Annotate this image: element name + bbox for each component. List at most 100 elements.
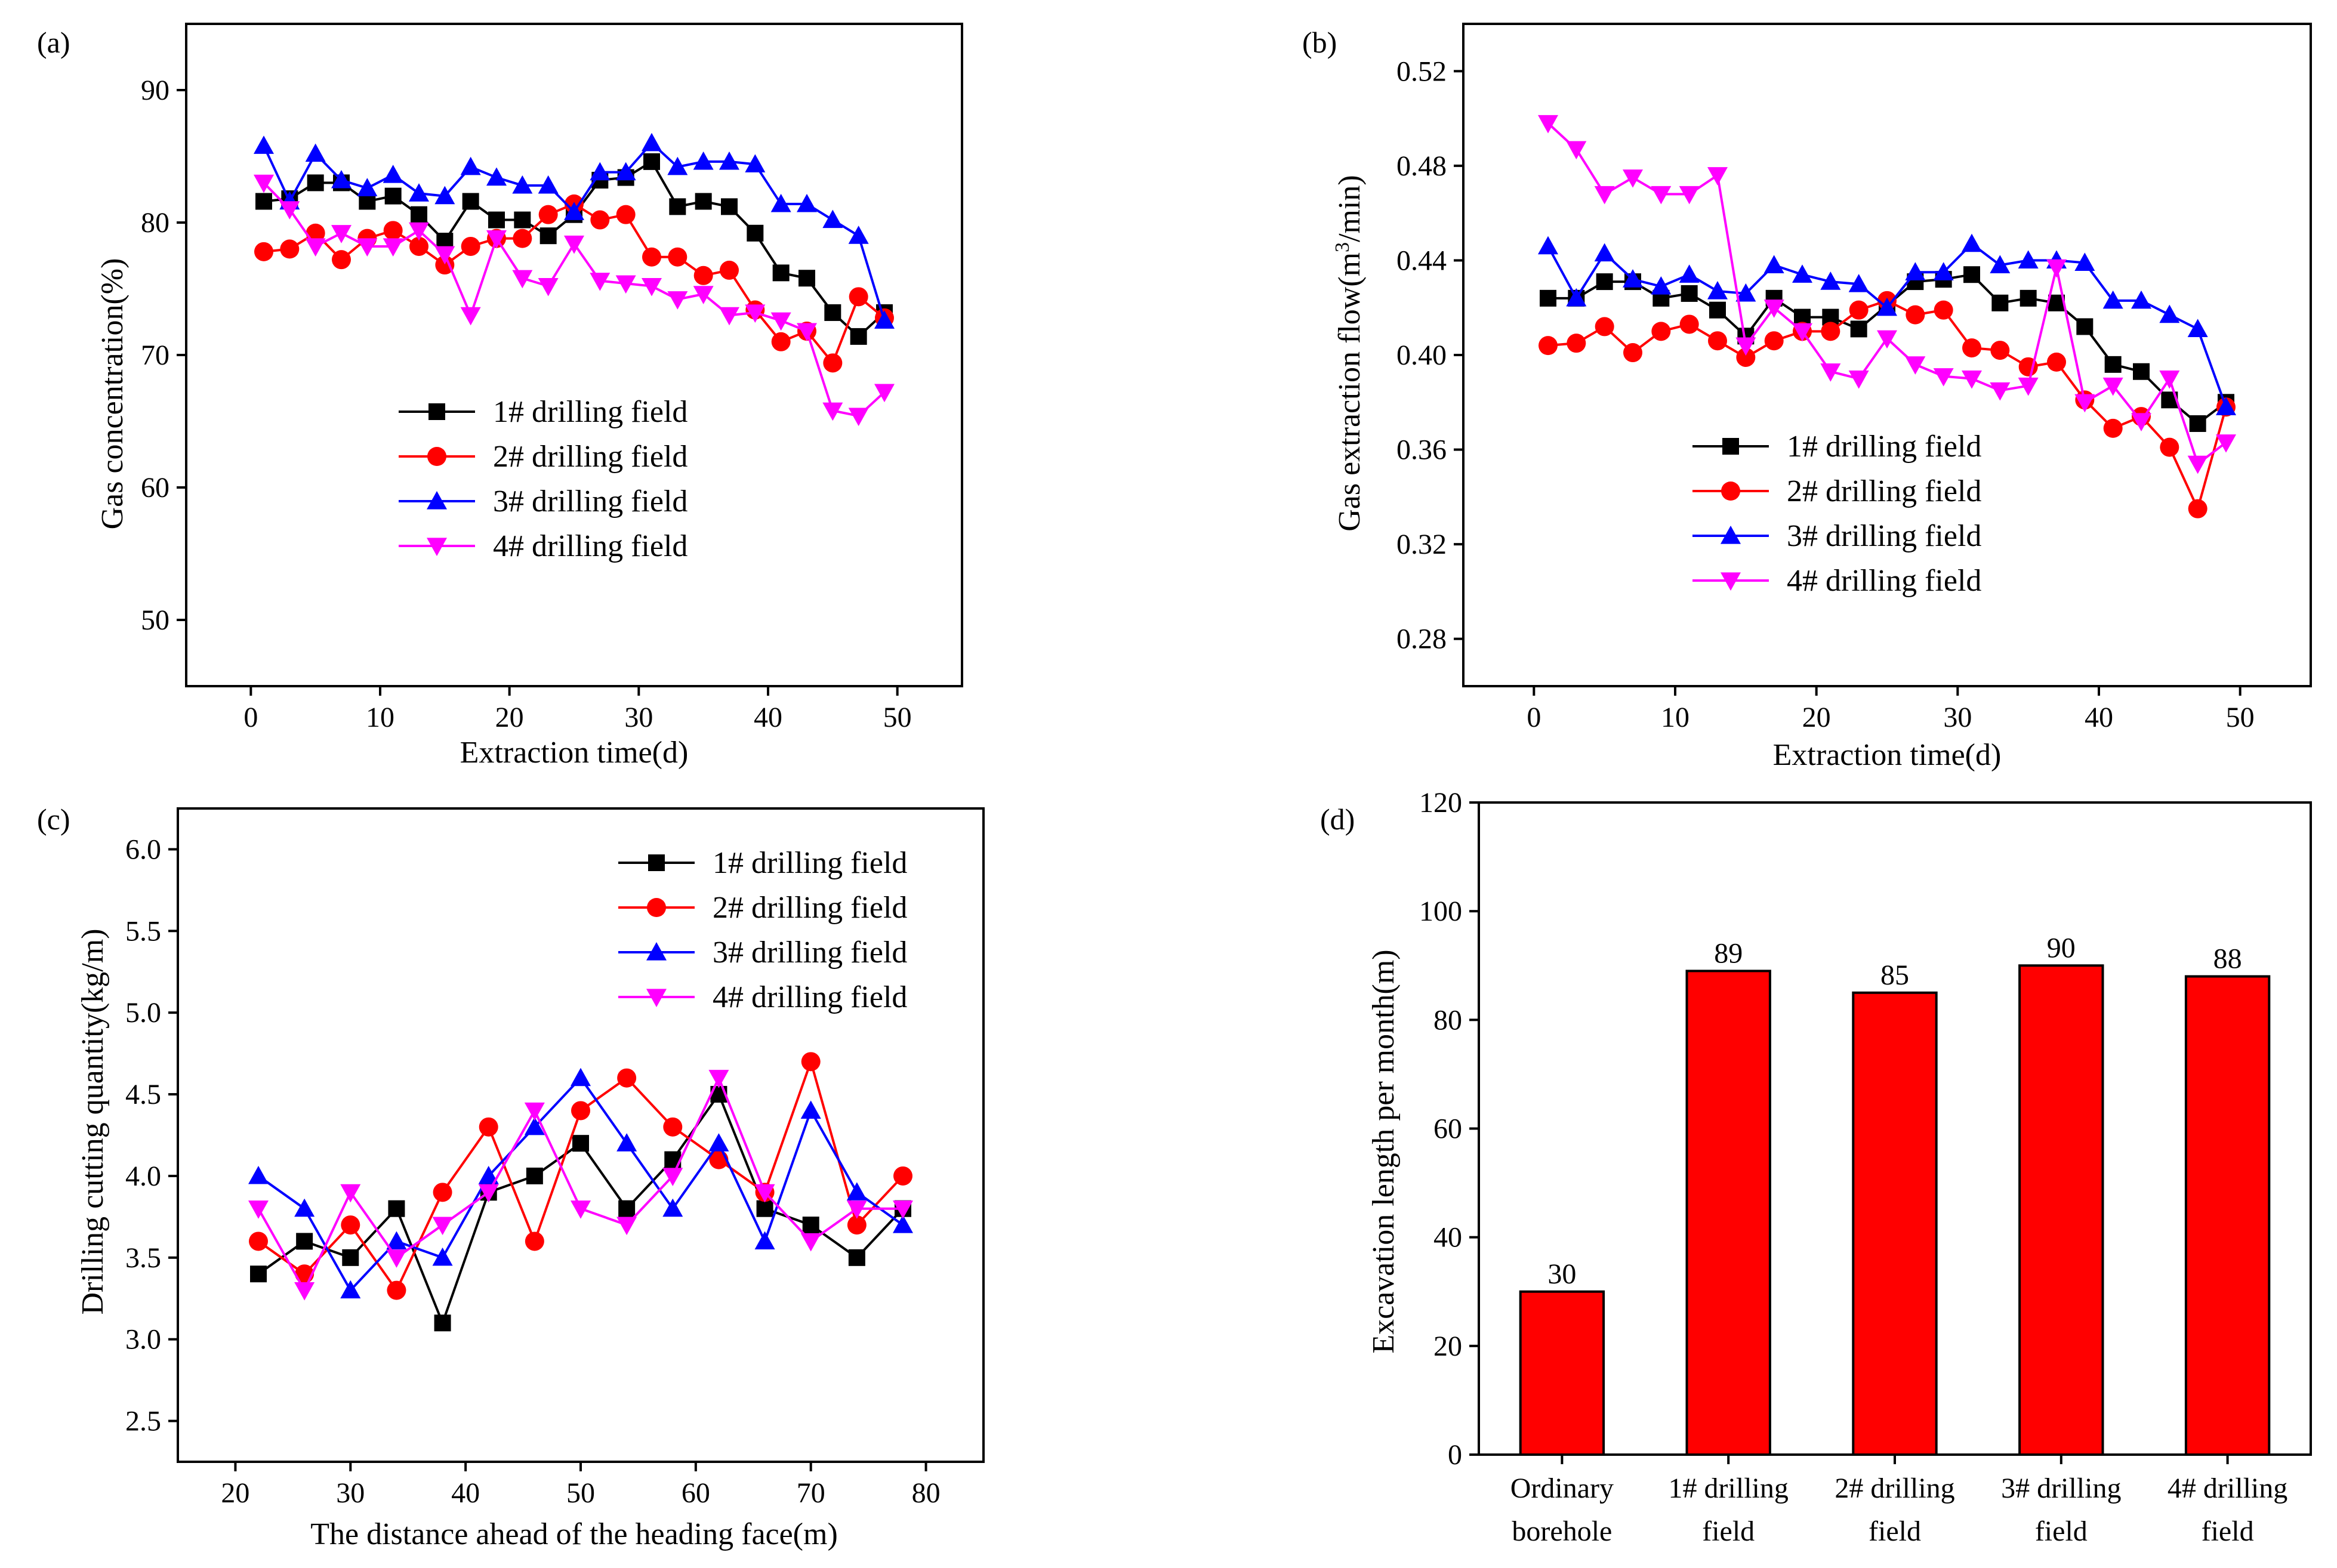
data-point <box>1566 141 1587 160</box>
data-point <box>488 211 505 229</box>
data-point <box>340 1184 361 1203</box>
bar-value-label: 90 <box>2047 932 2076 964</box>
data-point <box>745 304 766 323</box>
data-point <box>1596 273 1613 291</box>
panel-b: 0 10 20 30 40 50 0.28 0.32 0.36 0.40 0.44 0.48 0.52 1… <box>1396 23 2312 733</box>
data-point <box>1763 300 1784 318</box>
y-tick-label: 5.5 <box>125 915 161 947</box>
panel-b-label: (b) <box>1302 26 1337 59</box>
data-point <box>1566 288 1587 307</box>
data-point <box>1990 255 2011 273</box>
bar-1 <box>1519 1290 1605 1456</box>
data-point <box>296 1233 313 1250</box>
data-point <box>2103 418 2123 438</box>
data-point <box>564 202 584 220</box>
legend-marker-3 <box>427 491 447 510</box>
data-point <box>2216 434 2236 453</box>
bar-3 <box>1852 991 1938 1456</box>
data-point <box>513 229 532 248</box>
data-point <box>249 1231 268 1251</box>
data-point <box>1850 320 1867 338</box>
data-point <box>526 1167 543 1184</box>
data-point <box>2074 252 2095 271</box>
data-point <box>383 238 403 257</box>
data-point <box>797 193 817 212</box>
data-point <box>254 135 274 154</box>
panel-a-label: (a) <box>37 26 70 59</box>
category-label: 3# drilling <box>2001 1473 2121 1504</box>
legend-marker-2 <box>647 898 666 917</box>
x-tick-label: 70 <box>797 1477 825 1509</box>
data-point <box>1990 341 2010 360</box>
data-point <box>571 1200 591 1219</box>
data-point <box>662 1168 683 1186</box>
y-tick-label: 0 <box>1448 1439 1462 1471</box>
x-tick-label: 30 <box>624 702 653 733</box>
series-line-3 <box>1547 242 2227 408</box>
data-point <box>331 225 352 243</box>
data-point <box>893 1166 912 1186</box>
data-point <box>342 1249 359 1266</box>
data-point <box>332 250 351 270</box>
data-point <box>849 287 868 307</box>
data-point <box>771 332 791 351</box>
data-point <box>756 1200 773 1217</box>
data-point <box>539 227 557 245</box>
data-point <box>1905 262 1926 280</box>
data-point <box>893 1200 913 1219</box>
x-tick-label: 10 <box>366 702 394 733</box>
data-point <box>1651 186 1672 205</box>
data-point <box>1792 323 1812 342</box>
legend-marker-4 <box>427 538 447 556</box>
x-tick-label: 40 <box>451 1477 480 1509</box>
data-point <box>1962 233 1982 252</box>
data-point <box>294 1282 315 1301</box>
data-point <box>387 1280 406 1300</box>
data-point <box>695 193 712 210</box>
series-line-3 <box>263 141 886 321</box>
data-point <box>386 1249 407 1268</box>
data-point <box>642 277 662 297</box>
data-point <box>2046 259 2067 278</box>
x-tick-label: 20 <box>221 1477 249 1509</box>
data-point <box>1877 297 1897 316</box>
y-tick-label: 0.36 <box>1396 434 1447 466</box>
data-point <box>1877 330 1897 349</box>
x-tick-label: 30 <box>336 1477 365 1509</box>
data-point <box>2188 499 2207 518</box>
data-point <box>460 156 481 175</box>
data-point <box>250 1265 267 1283</box>
data-point <box>2018 377 2039 396</box>
y-tick-label: 60 <box>1433 1113 1462 1145</box>
data-point <box>802 1217 819 1234</box>
data-point <box>772 264 790 282</box>
y-tick-label: 40 <box>1433 1222 1462 1254</box>
data-point <box>1933 262 1954 280</box>
data-point <box>331 169 352 189</box>
data-point <box>822 402 843 421</box>
x-tick-label: 10 <box>1661 702 1689 733</box>
data-point <box>721 198 738 215</box>
panel-a-xlabel: Extraction time(d) <box>460 736 689 770</box>
bar-2 <box>1685 970 1771 1456</box>
y-tick-label: 0.32 <box>1396 529 1447 560</box>
data-point <box>770 193 791 212</box>
y-tick-label: 120 <box>1419 787 1462 819</box>
data-point <box>512 175 533 194</box>
y-tick-label: 90 <box>141 75 169 106</box>
data-point <box>848 1249 865 1266</box>
legend-marker-1 <box>1722 438 1739 455</box>
data-point <box>2131 413 2151 431</box>
x-tick-label: 0 <box>243 702 258 733</box>
data-point <box>754 1184 775 1203</box>
legend-marker-1 <box>648 854 665 871</box>
data-point <box>2076 318 2094 335</box>
data-point <box>1595 317 1614 337</box>
data-point <box>571 1067 591 1087</box>
data-point <box>538 205 558 224</box>
panel-d-label: (d) <box>1320 802 1355 836</box>
data-point <box>1538 115 1558 134</box>
data-point <box>669 198 686 215</box>
panel-c-label: (c) <box>37 802 70 836</box>
data-point <box>1651 322 1671 341</box>
